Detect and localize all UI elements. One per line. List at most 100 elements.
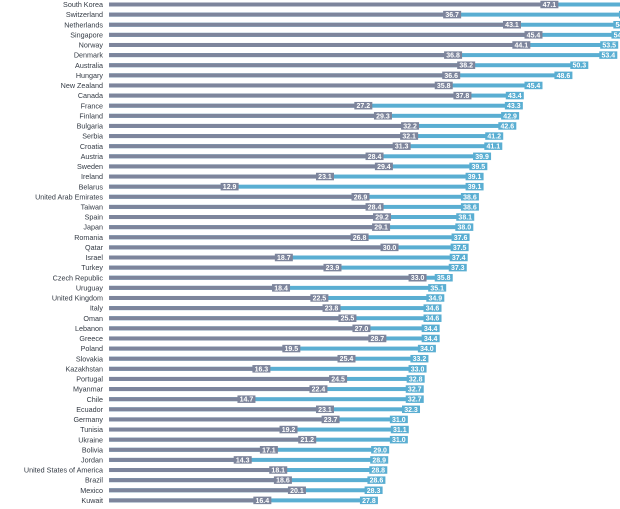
value-label-series-2: 19.2 — [282, 427, 296, 434]
category-label: Italy — [90, 304, 104, 313]
category-label: Poland — [81, 344, 103, 353]
bar-series-2 — [109, 215, 383, 220]
value-label-series-2: 23.7 — [324, 417, 338, 424]
category-label: Switzerland — [66, 10, 103, 19]
bar-series-2 — [109, 73, 452, 78]
value-box-series-2 — [354, 101, 373, 110]
bar-row: Canada 43.4 37.8 — [78, 91, 524, 100]
value-label-series-2: 20.1 — [290, 488, 304, 495]
value-label-series-2: 45.4 — [527, 32, 541, 39]
bar-series-2 — [109, 103, 364, 108]
value-box-series-1 — [450, 243, 469, 252]
value-box-series-1 — [367, 476, 386, 484]
bar-row: Tunisia 31.1 19.2 — [80, 425, 409, 434]
category-label: Croatia — [80, 142, 103, 151]
bar-series-2 — [109, 366, 262, 371]
category-label: Qatar — [85, 243, 104, 252]
bar-series-2 — [109, 447, 269, 452]
value-label-series-2: 18.6 — [276, 478, 290, 485]
bar-row: Jordan 28.9 14.3 — [81, 456, 389, 465]
bar-series-2 — [109, 245, 390, 250]
value-box-series-1 — [599, 51, 618, 59]
category-label: Greece — [79, 334, 103, 343]
category-label: Australia — [75, 61, 103, 70]
category-label: Taiwan — [81, 203, 103, 212]
value-box-series-1 — [423, 304, 442, 312]
bar-row: Sweden 39.5 29.4 — [77, 162, 488, 171]
bar-row: Kazakhstan 33.0 16.3 — [65, 364, 427, 373]
value-box-series-2 — [253, 496, 272, 505]
category-label: Portugal — [76, 375, 103, 384]
bar-row: South Korea55.747.1 — [63, 0, 620, 9]
value-box-series-2 — [372, 223, 391, 231]
bar-row: Ecuador 32.3 23.1 — [76, 405, 421, 414]
bar-series-2 — [109, 336, 378, 341]
bar-series-2 — [109, 488, 297, 493]
value-box-series-2 — [352, 324, 371, 333]
category-label: United Kingdom — [52, 294, 103, 303]
value-label-series-2: 32.2 — [403, 123, 417, 130]
bar-row: Germany 31.0 23.7 — [73, 415, 408, 424]
value-label-series-2: 18.1 — [271, 468, 285, 475]
value-box-series-2 — [392, 142, 411, 150]
category-label: Bulgaria — [77, 122, 103, 131]
value-box-series-2 — [323, 263, 342, 272]
value-label-series-2: 44.1 — [515, 42, 529, 49]
value-label-series-2: 17.1 — [262, 447, 276, 454]
bar-row: United Kingdom 34.9 22.5 — [52, 294, 445, 303]
bar-series-2 — [109, 22, 512, 27]
bar-row: Slovakia 33.2 25.4 — [76, 354, 429, 363]
bar-series-2 — [109, 397, 247, 402]
value-label-series-2: 32.1 — [402, 134, 416, 141]
value-box-series-1 — [369, 466, 388, 474]
value-label-series-2: 25.5 — [341, 316, 355, 323]
category-label: Mexico — [80, 486, 103, 495]
value-label-series-1: 31.0 — [392, 437, 406, 444]
value-label-series-1: 35.8 — [437, 275, 451, 282]
value-box-series-1 — [498, 122, 517, 130]
value-label-series-1: 53.4 — [601, 53, 615, 60]
value-box-series-2 — [287, 486, 306, 495]
value-box-series-1 — [370, 456, 389, 464]
bar-row: Qatar 37.5 30.0 — [85, 243, 469, 252]
value-box-series-1 — [389, 435, 408, 444]
value-box-series-1 — [473, 152, 492, 161]
category-label: Israel — [85, 253, 103, 262]
value-label-series-1: 39.9 — [475, 154, 489, 161]
value-label-series-1: 33.0 — [411, 366, 425, 373]
value-label-series-1: 34.9 — [429, 295, 443, 302]
bar-series-2 — [109, 174, 325, 179]
category-label: Lebanon — [75, 324, 103, 333]
bar-series-2 — [109, 225, 382, 230]
value-label-series-2: 16.3 — [255, 366, 269, 373]
bar-row: Finland 42.9 29.3 — [79, 111, 520, 120]
category-label: Kazakhstan — [65, 364, 103, 373]
value-box-series-2 — [282, 344, 301, 353]
value-label-series-2: 18.7 — [277, 255, 291, 262]
value-box-series-2 — [502, 20, 521, 29]
value-label-series-2: 37.8 — [456, 93, 470, 100]
category-label: Spain — [85, 213, 103, 222]
bar-row: Turkey 37.3 23.9 — [81, 263, 467, 272]
value-label-series-2: 35.8 — [437, 83, 451, 90]
value-label-series-1: 41.2 — [487, 134, 501, 141]
value-box-series-1 — [465, 182, 484, 191]
value-label-series-1: 28.8 — [371, 468, 385, 475]
bar-series-2 — [109, 468, 279, 473]
value-label-series-1: 45.4 — [527, 83, 541, 90]
category-label: United Arab Emirates — [35, 192, 103, 201]
value-label-series-1: 38.0 — [457, 225, 471, 232]
value-box-series-1 — [359, 496, 378, 505]
value-box-series-1 — [465, 172, 484, 181]
value-label-series-1: 28.6 — [370, 478, 384, 485]
value-box-series-1 — [428, 284, 447, 292]
value-box-series-2 — [315, 172, 334, 181]
category-label: South Korea — [63, 0, 103, 9]
bar-row: Denmark 53.4 36.8 — [74, 51, 618, 60]
bar-series-2 — [109, 306, 332, 311]
value-label-series-2: 29.2 — [375, 215, 389, 222]
category-label: Germany — [73, 415, 103, 424]
value-label-series-2: 28.4 — [368, 204, 382, 211]
value-label-series-2: 24.5 — [331, 376, 345, 383]
value-box-series-1 — [501, 112, 520, 120]
